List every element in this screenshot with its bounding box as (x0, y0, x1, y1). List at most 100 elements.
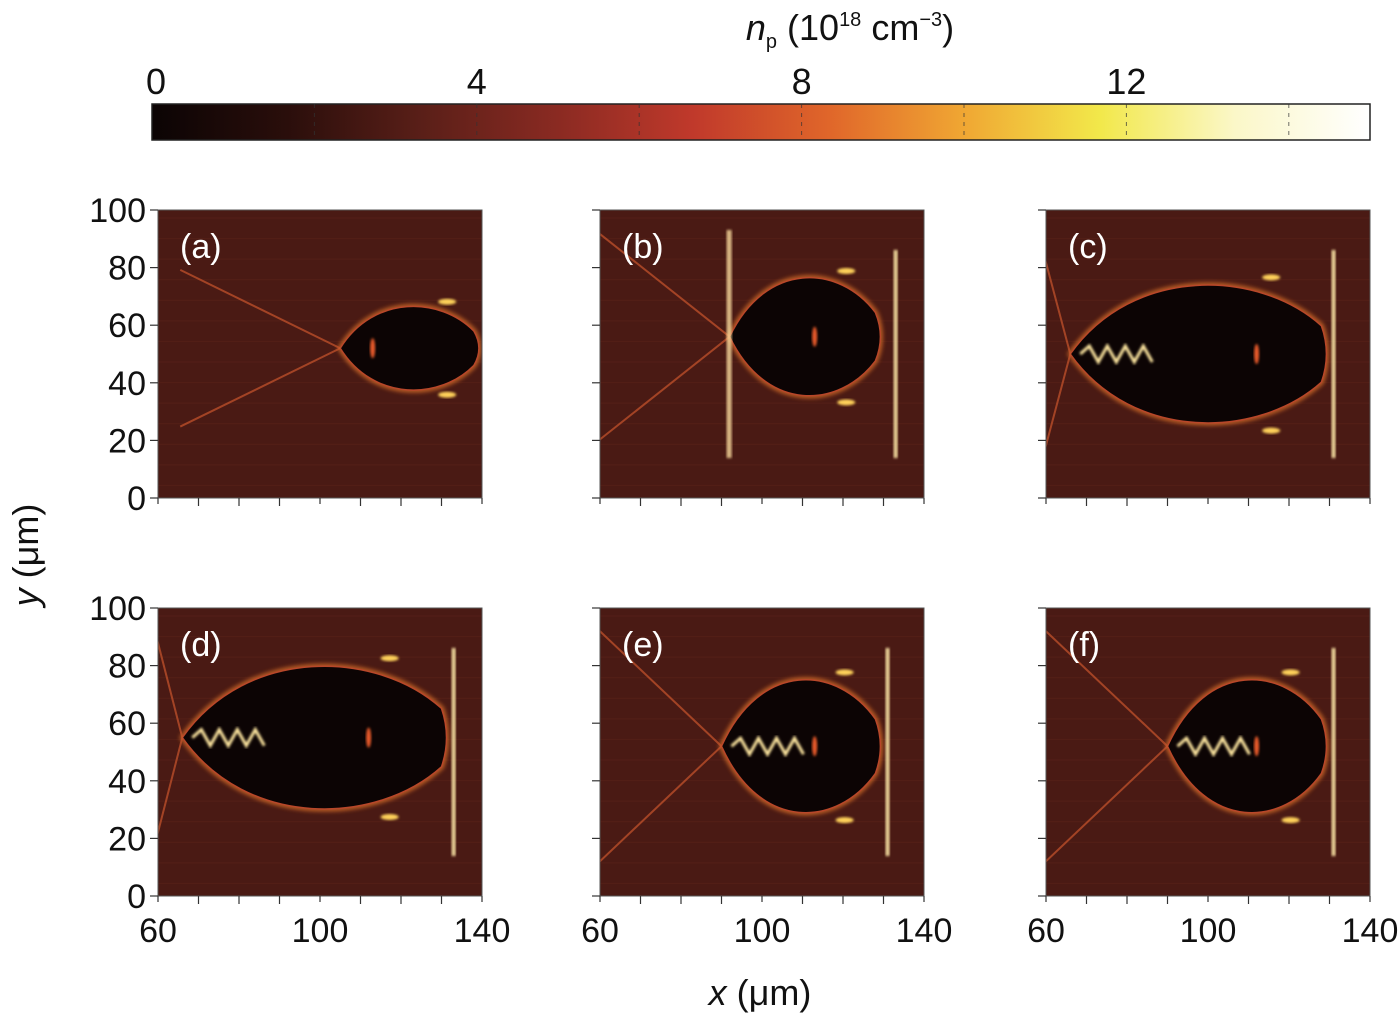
panel-plot-area (1046, 608, 1370, 896)
sheath-line (1046, 629, 1169, 747)
trapped-bunch (366, 727, 372, 748)
y-tick-label: 0 (127, 878, 146, 916)
hot-spot (438, 298, 457, 305)
x-tick-label: 100 (1180, 912, 1237, 950)
bubble-cavity (181, 665, 448, 810)
x-tick-label: 60 (139, 912, 177, 950)
panel-f: (f) 60 100 140 (1027, 607, 1399, 950)
y-tick-label: 20 (108, 422, 146, 460)
panel-label: (e) (622, 626, 664, 664)
colorbar: 0 4 8 12 (146, 61, 1371, 141)
sheath-line (179, 269, 341, 350)
trapped-bunch (812, 736, 818, 757)
sheath-line (600, 745, 723, 863)
y-axis-title-unit: (μm) (5, 504, 46, 589)
colorbar-title-var: n (746, 7, 766, 48)
injected-bunch (191, 726, 266, 749)
colorbar-tick-label: 4 (467, 61, 487, 102)
y-axis-title-var: y (5, 586, 46, 609)
y-tick-label: 40 (108, 365, 146, 403)
colorbar-tick-label: 0 (146, 61, 166, 102)
laser-front (451, 648, 456, 856)
colorbar-bar (151, 103, 1371, 141)
hot-spot (438, 391, 457, 398)
x-tick-label: 140 (896, 912, 953, 950)
bubble-cavity (1166, 679, 1328, 814)
y-tick-label: 60 (108, 705, 146, 743)
sheath-line (1046, 745, 1169, 863)
colorbar-title-unit-pre: (10 (777, 7, 839, 48)
bubble-cavity (1069, 284, 1328, 424)
x-axis-title: x (μm) (707, 972, 812, 1013)
bubble-cavity (339, 305, 480, 391)
sheath-line (600, 232, 731, 338)
panel-label: (c) (1068, 228, 1108, 266)
y-tick-label: 100 (89, 192, 146, 230)
sheath-line (179, 347, 341, 428)
laser-front (1331, 648, 1336, 856)
hot-spot (1262, 274, 1281, 281)
sheath-line (1046, 353, 1072, 450)
bubble-cavity (720, 679, 882, 814)
hot-spot (380, 813, 399, 820)
colorbar-title-unit-post: ) (942, 7, 954, 48)
colorbar-title: np (1018 cm−3) (746, 7, 954, 53)
x-axis-title-unit: (μm) (727, 972, 812, 1013)
panel-plot-area (158, 210, 482, 498)
colorbar-title-exp: 18 (839, 9, 861, 31)
sheath-line (158, 737, 184, 837)
y-tick-label: 0 (127, 480, 146, 518)
panel-label: (a) (180, 228, 222, 266)
x-tick-label: 100 (734, 912, 791, 950)
panels: (a) 0 20 40 60 80 100 (b) (c) (d) 0 20 40 60 80 100 60 10… (89, 192, 1398, 950)
laser-front (893, 250, 898, 458)
sheath-line (600, 629, 723, 747)
colorbar-title-sub: p (766, 31, 777, 53)
x-tick-label: 140 (1342, 912, 1399, 950)
injected-bunch (1079, 342, 1154, 366)
x-tick-label: 60 (1027, 912, 1065, 950)
trapped-bunch (370, 338, 376, 359)
bubble-cavity (728, 276, 882, 397)
hot-spot (380, 655, 399, 662)
panel-label: (b) (622, 228, 664, 266)
hot-spot (1281, 669, 1300, 676)
y-tick-label: 80 (108, 648, 146, 686)
y-tick-label: 40 (108, 763, 146, 801)
x-tick-label: 100 (292, 912, 349, 950)
injected-bunch (1176, 735, 1251, 758)
panel-e: (e) 60 100 140 (581, 607, 953, 950)
panel-plot-area (600, 608, 924, 896)
colorbar-tick-label: 8 (792, 61, 812, 102)
sheath-line (1046, 258, 1072, 355)
panel-b: (b) (592, 209, 925, 506)
hot-spot (837, 399, 856, 406)
y-tick-label: 20 (108, 820, 146, 858)
hot-spot (837, 268, 856, 275)
laser-front (885, 648, 890, 856)
sheath-line (158, 638, 184, 738)
trapped-bunch (1254, 736, 1260, 757)
trapped-bunch (1254, 344, 1260, 364)
panel-c: (c) (1038, 209, 1371, 506)
injected-bunch (730, 735, 805, 758)
x-tick-label: 140 (454, 912, 511, 950)
hot-spot (1262, 427, 1281, 434)
laser-front (1331, 250, 1336, 458)
sheath-crossing (726, 230, 732, 458)
colorbar-tick-label: 12 (1106, 61, 1146, 102)
colorbar-title-exp2: −3 (919, 9, 942, 31)
hot-spot (835, 817, 854, 824)
colorbar-title-unit-mid: cm (861, 7, 919, 48)
y-tick-label: 80 (108, 250, 146, 288)
y-tick-label: 60 (108, 307, 146, 345)
sheath-line (600, 335, 731, 441)
panel-label: (f) (1068, 626, 1100, 664)
x-tick-label: 60 (581, 912, 619, 950)
hot-spot (835, 669, 854, 676)
trapped-bunch (812, 326, 818, 347)
y-axis-title: y (μm) (5, 504, 46, 610)
x-axis-title-var: x (707, 972, 729, 1013)
panel-label: (d) (180, 626, 222, 664)
